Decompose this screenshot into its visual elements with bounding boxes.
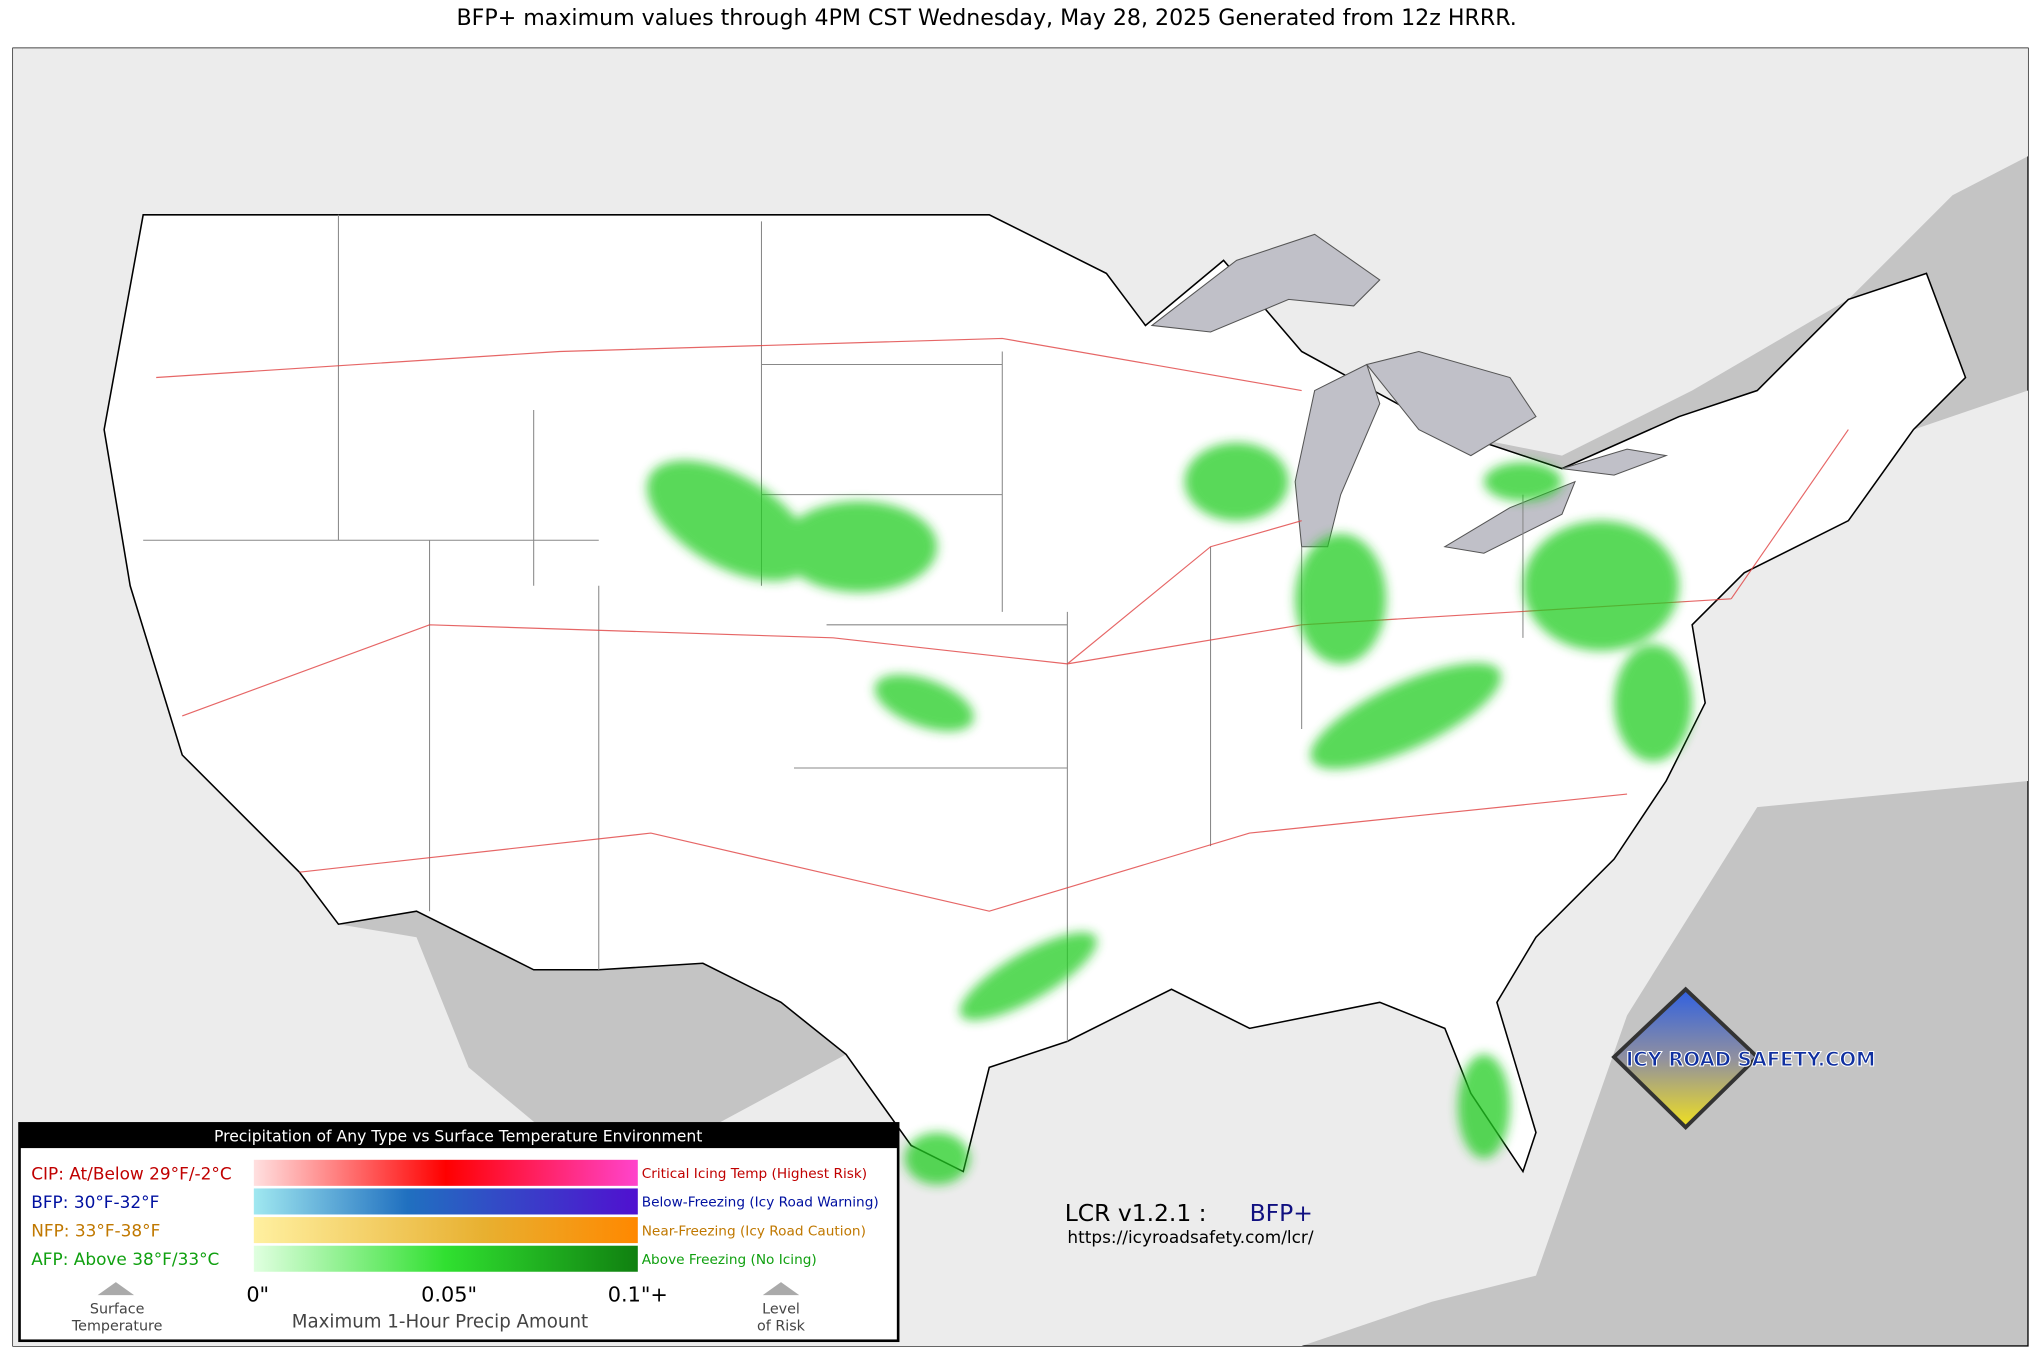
right-marker: Level [762,1301,800,1317]
legend-description: Critical Icing Temp (Highest Risk) [642,1166,867,1182]
legend-label: CIP: At/Below 29°F/-2°C [31,1163,231,1183]
left-marker: Surface [90,1301,145,1317]
legend-label: BFP: 30°F-32°F [31,1192,159,1212]
version-product: BFP+ [1250,1199,1313,1227]
scale-label: 0.1"+ [608,1283,668,1307]
scale-title: Maximum 1-Hour Precip Amount [292,1312,588,1333]
right-marker: of Risk [757,1318,806,1334]
version-label: LCR v1.2.1 : [1065,1199,1207,1227]
legend-label: AFP: Above 38°F/33°C [31,1249,219,1269]
version-url: https://icyroadsafety.com/lcr/ [1067,1227,1313,1247]
legend-description: Below-Freezing (Icy Road Warning) [642,1195,879,1211]
scale-label: 0.05" [421,1283,477,1307]
legend-label: NFP: 33°F-38°F [31,1221,160,1241]
scale-label: 0" [246,1283,269,1307]
legend-title: Precipitation of Any Type vs Surface Tem… [214,1128,702,1146]
left-marker: Temperature [71,1318,163,1334]
title: BFP+ maximum values through 4PM CST Wedn… [456,5,1516,31]
map [12,47,2029,1347]
logo-text: ICY ROAD SAFETY.COM [1626,1048,1875,1071]
legend-description: Above Freezing (No Icing) [642,1252,817,1268]
legend-description: Near-Freezing (Icy Road Caution) [642,1223,866,1239]
legend: Precipitation of Any Type vs Surface Tem… [18,1122,900,1343]
logo: ICY ROAD SAFETY.COM [1611,986,1876,1131]
